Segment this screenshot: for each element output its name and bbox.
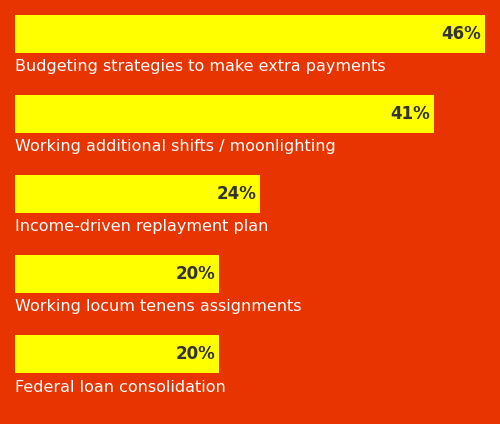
Bar [15,335,220,373]
Bar [15,255,220,293]
Text: Federal loan consolidation: Federal loan consolidation [15,379,226,394]
Text: Working locum tenens assignments: Working locum tenens assignments [15,299,302,315]
Text: 20%: 20% [176,345,216,363]
Text: 46%: 46% [442,25,481,43]
Bar [15,175,260,213]
Text: Income-driven replayment plan: Income-driven replayment plan [15,220,268,234]
Text: Budgeting strategies to make extra payments: Budgeting strategies to make extra payme… [15,59,386,75]
Text: Working additional shifts / moonlighting: Working additional shifts / moonlighting [15,139,336,154]
Text: 20%: 20% [176,265,216,283]
Bar [15,95,434,133]
Bar [15,15,485,53]
Text: 41%: 41% [390,105,430,123]
Text: 24%: 24% [216,185,256,203]
